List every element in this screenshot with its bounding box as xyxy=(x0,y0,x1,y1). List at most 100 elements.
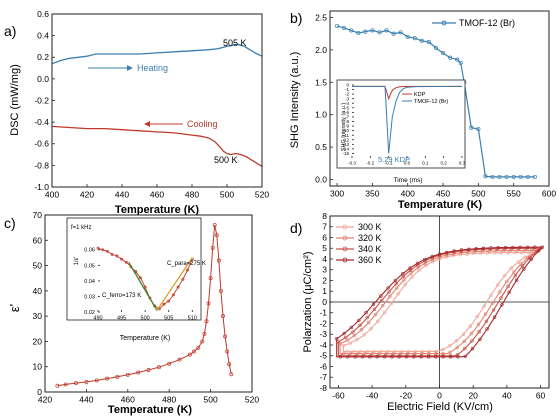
shg-point xyxy=(483,174,488,179)
epsilon-point xyxy=(63,382,68,387)
epsilon-point xyxy=(225,349,230,354)
loop-point xyxy=(499,251,503,255)
loop-point xyxy=(412,355,416,359)
y-tick-label: 50 xyxy=(33,261,43,271)
loop-point xyxy=(481,246,486,251)
panel-c-xlabel: Temperature (K) xyxy=(108,404,192,416)
epsilon-point xyxy=(210,245,215,250)
shg-point xyxy=(497,174,502,179)
loop-point xyxy=(351,330,355,334)
epsilon-point xyxy=(115,374,120,379)
heating-line xyxy=(51,43,263,65)
epsilon-point xyxy=(94,378,99,383)
loop-point xyxy=(434,349,438,354)
inverse-eps-point xyxy=(115,254,119,258)
loop-point xyxy=(343,335,348,340)
loop-point xyxy=(413,351,417,356)
loop-point xyxy=(463,354,467,359)
y-tick-label: 10 xyxy=(33,362,43,372)
loop-point xyxy=(427,349,431,354)
loop-point xyxy=(437,252,442,256)
loop-point xyxy=(448,350,452,354)
panel-c-inset-xlabel: Temperature (K) xyxy=(120,335,171,342)
loop-point xyxy=(430,260,435,264)
loop-point xyxy=(423,261,427,265)
loop-point xyxy=(485,251,490,255)
loop-point xyxy=(489,246,493,250)
panel-a-cooling-label: Cooling xyxy=(187,119,218,129)
loop-point xyxy=(381,304,385,308)
epsilon-point xyxy=(218,288,223,293)
y-tick-label: -8 xyxy=(319,383,327,393)
y-tick-label: 0.03 xyxy=(84,294,95,300)
y-tick-label: 8 xyxy=(322,211,327,221)
y-tick-label: -7 xyxy=(345,115,349,120)
panel-c-ticks: 420 440 460 480 500 520 0 10 20 30 40 50 60 70 xyxy=(33,210,260,405)
shg-point xyxy=(335,23,340,28)
shg-point xyxy=(356,30,361,36)
loop-point xyxy=(358,323,362,327)
loop-point xyxy=(366,320,371,325)
panel-c-series xyxy=(55,223,234,388)
loop-point xyxy=(498,290,502,294)
loop-point xyxy=(441,347,445,352)
loop-point xyxy=(360,355,365,359)
shg-point xyxy=(458,60,463,65)
inverse-eps-point xyxy=(162,302,166,306)
x-tick-label: 350 xyxy=(365,189,379,199)
y-tick-label: 0 xyxy=(37,387,42,397)
loop-point xyxy=(397,355,401,359)
shg-point xyxy=(518,174,523,179)
panel-b-frame xyxy=(329,10,550,187)
y-tick-label: 1 xyxy=(322,286,327,296)
loop-point xyxy=(427,351,431,356)
shg-point xyxy=(455,57,460,62)
loop-point xyxy=(338,355,343,359)
epsilon-point xyxy=(214,233,219,238)
x-tick-label: -0.2 xyxy=(366,161,374,166)
x-tick-label: 0.2 xyxy=(441,161,448,166)
y-tick-label: -2 xyxy=(345,92,349,97)
panel-b-ylabel: SHG Intensity (a.u.) xyxy=(289,52,301,149)
loop-point xyxy=(533,245,537,249)
loop-point xyxy=(364,310,368,315)
loop-point xyxy=(371,302,376,306)
loop-point xyxy=(401,272,405,276)
y-tick-label: -7 xyxy=(319,372,327,382)
y-tick-label: 60 xyxy=(33,235,43,245)
x-tick-label: 20 xyxy=(468,391,478,401)
shg-point xyxy=(398,30,403,35)
panel-label-b: b) xyxy=(290,10,302,26)
x-tick-label: 520 xyxy=(255,190,269,200)
shg-point xyxy=(532,174,537,179)
loop-point xyxy=(491,301,495,305)
loop-point xyxy=(513,250,517,255)
x-tick-label: 300 xyxy=(330,189,344,199)
epsilon-point xyxy=(105,376,110,381)
shg-point xyxy=(426,40,431,45)
x-tick-label: 460 xyxy=(121,395,135,405)
inset-kdp-line xyxy=(352,85,462,101)
legend-marker xyxy=(342,224,348,230)
panel-c-inset-ylabel: 1/ε' xyxy=(74,257,80,266)
inverse-eps-point xyxy=(171,293,175,297)
y-tick-label: -1 xyxy=(345,87,349,92)
panel-b-legend: TMOF-12 (Br) xyxy=(432,18,515,28)
loop-point xyxy=(514,278,519,282)
y-tick-label: 0.04 xyxy=(84,279,95,285)
epsilon-point xyxy=(208,276,213,281)
panel-b-series xyxy=(335,23,537,179)
legend-label: 360 K xyxy=(358,255,382,265)
shg-point xyxy=(511,174,516,179)
loop-point xyxy=(393,278,398,283)
para-fit-line xyxy=(156,257,193,311)
loop-point xyxy=(475,314,479,319)
loop-point xyxy=(434,351,438,356)
y-tick-label: 3 xyxy=(322,265,327,275)
loop-point xyxy=(349,325,354,330)
legend-marker xyxy=(342,235,348,241)
x-tick-label: 500 xyxy=(141,316,150,322)
y-tick-label: -0.8 xyxy=(34,160,49,170)
